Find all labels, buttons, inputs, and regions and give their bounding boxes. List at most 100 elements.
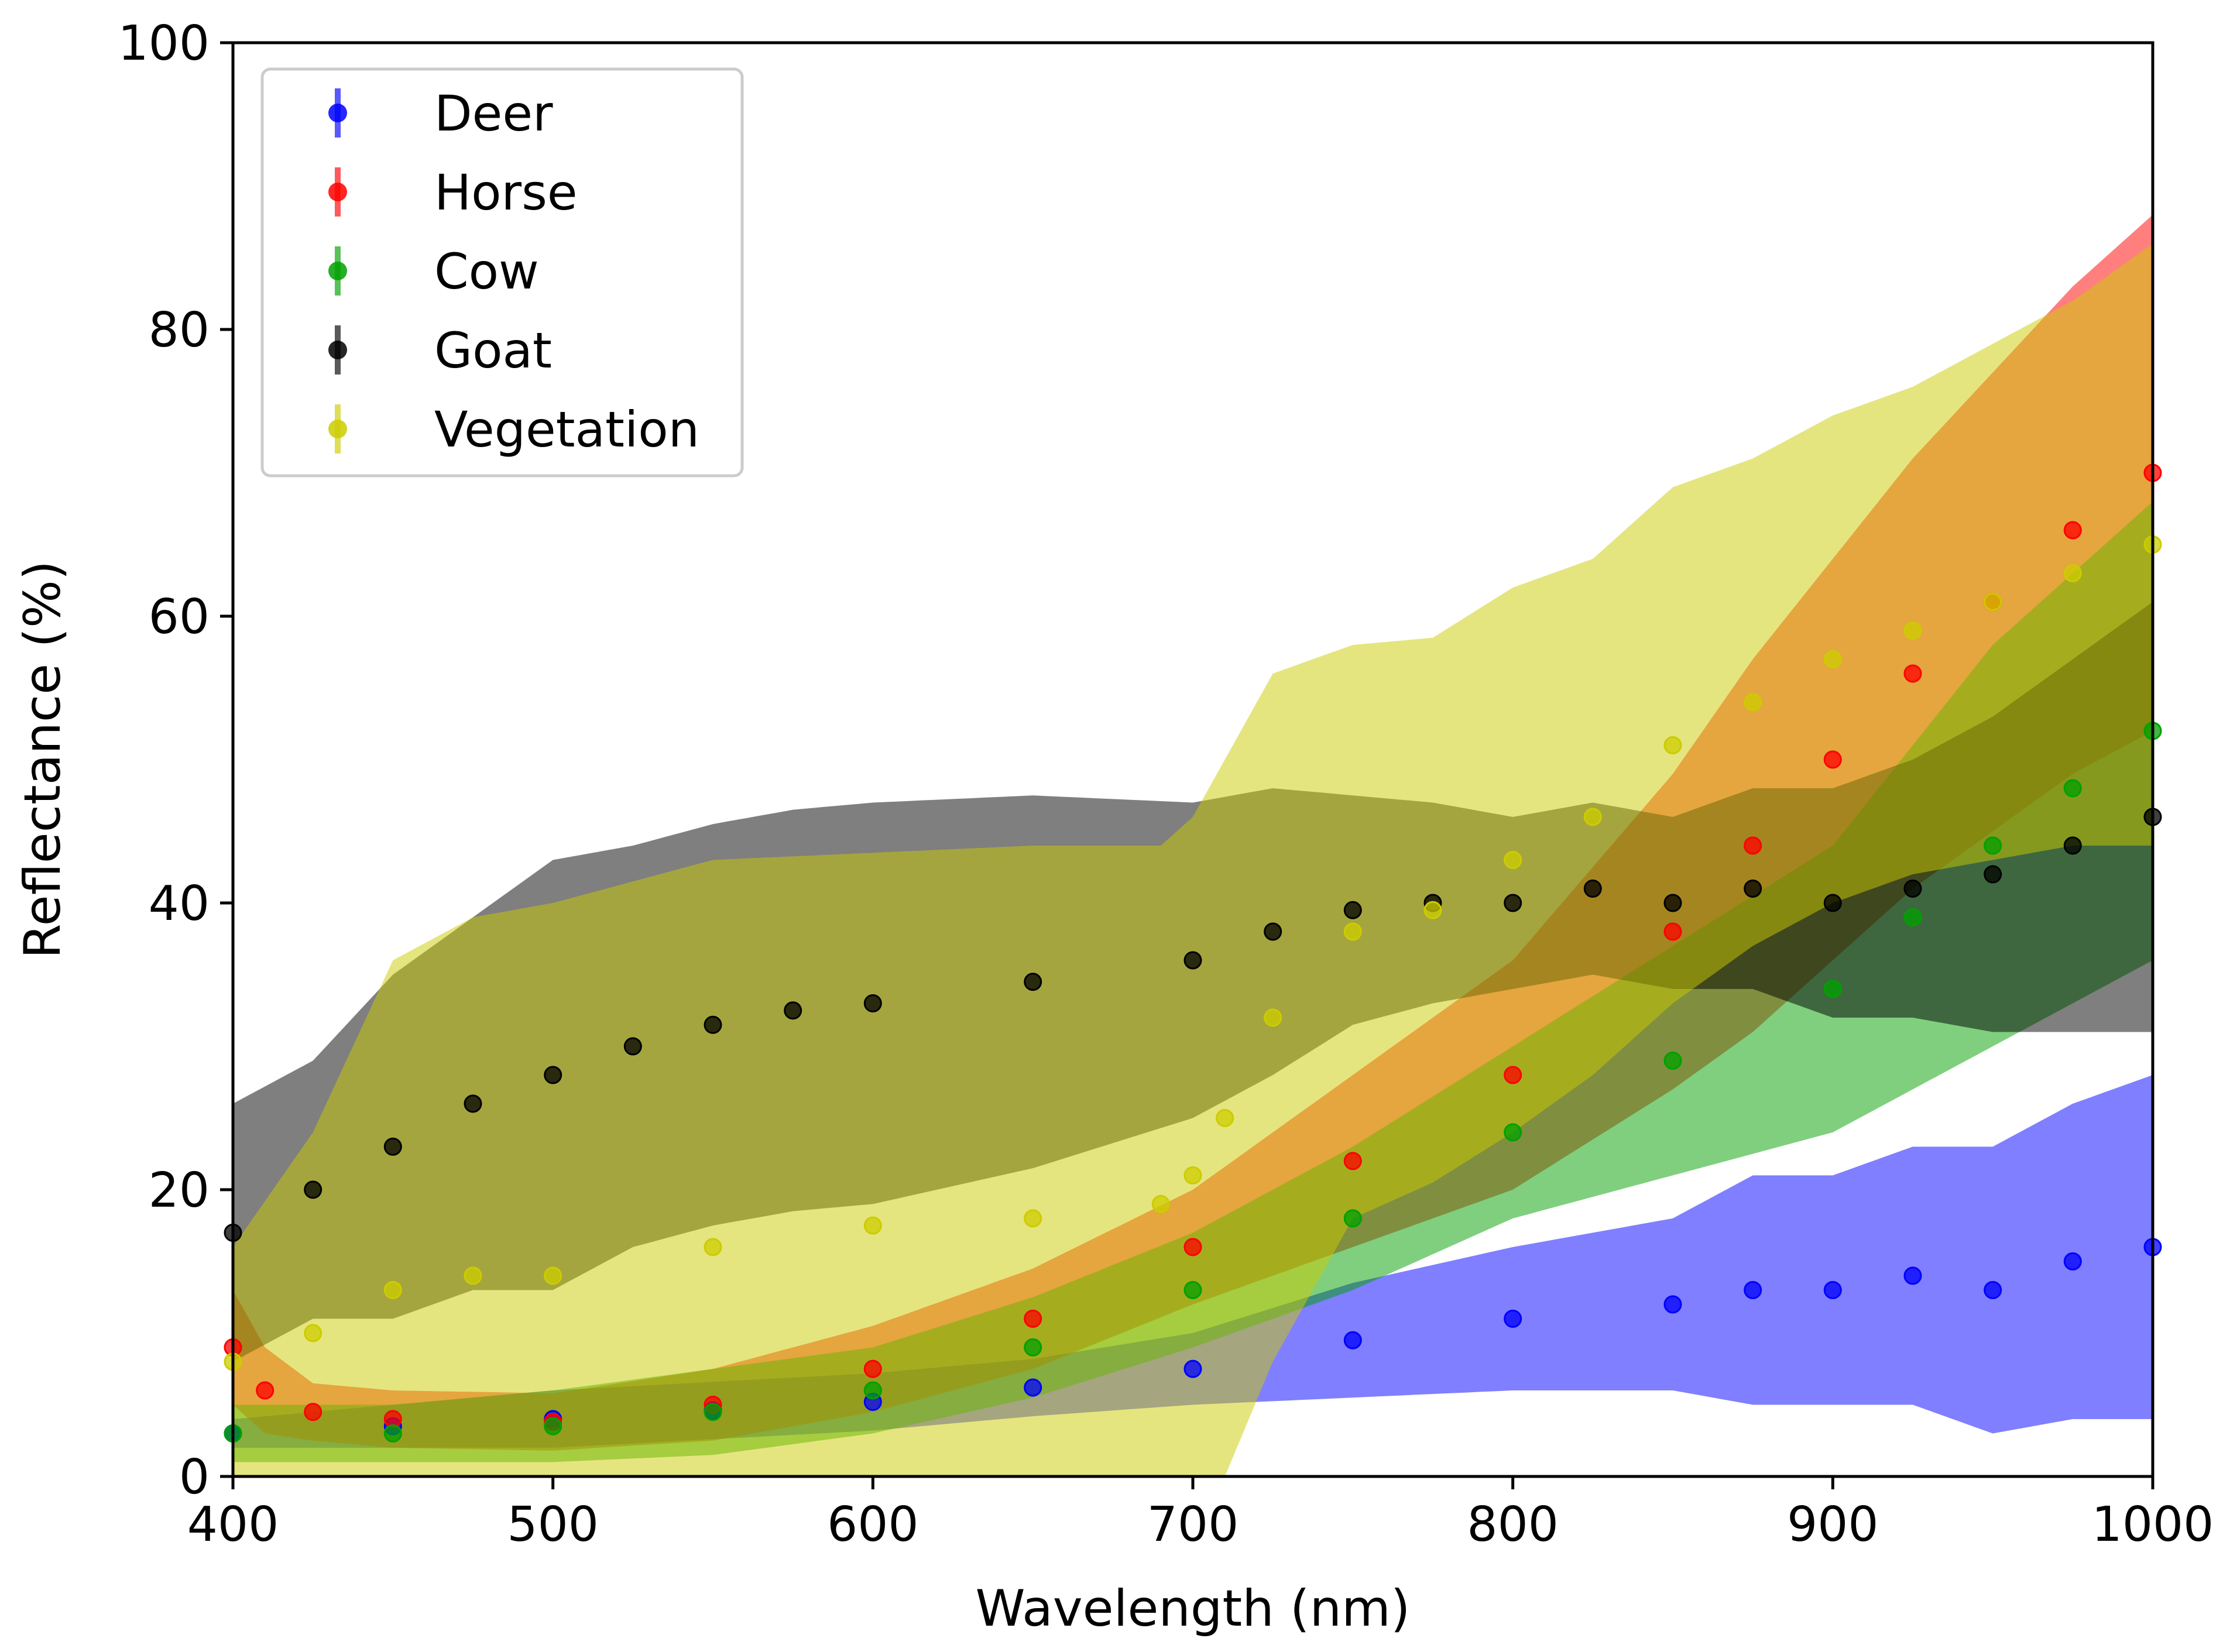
point-vegetation (544, 1266, 562, 1285)
point-horse (2063, 521, 2082, 540)
point-goat (623, 1037, 642, 1056)
legend: Deer Horse Cow Goat Vegetation (260, 67, 744, 478)
point-goat (704, 1015, 722, 1034)
point-cow (2063, 779, 2082, 798)
point-horse (1823, 750, 1842, 769)
y-tick-label: 20 (149, 1163, 210, 1218)
point-goat (1024, 973, 1042, 991)
point-vegetation (304, 1324, 323, 1342)
point-vegetation (1504, 851, 1522, 869)
error-band-deer (233, 1075, 2153, 1448)
point-vegetation (1423, 901, 1442, 919)
point-goat (2063, 836, 2082, 855)
legend-label-horse: Horse (434, 164, 578, 221)
point-vegetation (1903, 621, 1922, 640)
legend-marker-horse (328, 183, 347, 201)
point-goat (1903, 880, 1922, 898)
x-tick-label: 500 (507, 1497, 599, 1553)
point-goat (544, 1066, 562, 1084)
error-bands (233, 215, 2153, 1476)
legend-marker-vegetation (328, 420, 347, 438)
error-band-vegetation (233, 243, 2153, 1476)
point-cow (704, 1403, 722, 1421)
point-deer (1343, 1331, 1362, 1349)
point-vegetation (2063, 564, 2082, 582)
point-vegetation (1823, 650, 1842, 668)
legend-box (260, 67, 744, 478)
point-vegetation (1744, 693, 1762, 712)
point-goat (1343, 901, 1362, 919)
y-axis-label: Reflectance (%) (13, 561, 72, 959)
data-points (224, 463, 2162, 1443)
point-cow (863, 1381, 882, 1400)
legend-label-goat: Goat (434, 322, 552, 379)
point-goat (1663, 894, 1682, 912)
x-tick-label: 800 (1467, 1497, 1559, 1553)
point-vegetation (1663, 736, 1682, 754)
point-deer (1984, 1281, 2002, 1299)
y-axis: 0 20 40 60 80 100 (118, 16, 233, 1505)
point-goat (304, 1180, 323, 1199)
point-vegetation (1984, 593, 2002, 611)
point-goat (1823, 894, 1842, 912)
x-tick-label: 700 (1147, 1497, 1239, 1553)
point-goat (1583, 880, 1602, 898)
point-deer (1823, 1281, 1842, 1299)
x-tick-label: 600 (827, 1497, 919, 1553)
point-horse (863, 1359, 882, 1378)
point-horse (1903, 664, 1922, 683)
point-goat (1183, 951, 1202, 970)
legend-marker-deer (328, 104, 347, 122)
point-vegetation (704, 1238, 722, 1256)
x-axis: 400 500 600 700 800 900 1000 (187, 1476, 2214, 1553)
point-goat (863, 994, 882, 1012)
legend-marker-cow (328, 262, 347, 280)
point-cow (544, 1417, 562, 1435)
x-tick-label: 900 (1787, 1497, 1879, 1553)
point-horse (1343, 1152, 1362, 1170)
legend-marker-goat (328, 341, 347, 359)
point-goat (464, 1094, 482, 1113)
point-goat (1744, 880, 1762, 898)
x-tick-label: 1000 (2092, 1497, 2214, 1553)
point-horse (1504, 1066, 1522, 1084)
point-deer (1024, 1378, 1042, 1397)
point-horse (1744, 836, 1762, 855)
point-cow (1183, 1281, 1202, 1299)
x-axis-label: Wavelength (nm) (976, 1579, 1411, 1638)
point-deer (1903, 1266, 1922, 1285)
point-cow (1024, 1338, 1042, 1356)
point-horse (1024, 1310, 1042, 1328)
point-vegetation (1216, 1109, 1234, 1127)
point-cow (1343, 1209, 1362, 1228)
point-goat (1504, 894, 1522, 912)
point-deer (1504, 1310, 1522, 1328)
point-deer (1663, 1295, 1682, 1314)
point-deer (1744, 1281, 1762, 1299)
point-deer (1183, 1359, 1202, 1378)
point-horse (1183, 1238, 1202, 1256)
point-vegetation (1183, 1166, 1202, 1184)
point-vegetation (383, 1281, 402, 1299)
point-deer (2063, 1252, 2082, 1270)
point-vegetation (1264, 1008, 1282, 1027)
point-vegetation (464, 1266, 482, 1285)
point-horse (256, 1381, 275, 1400)
point-vegetation (1583, 808, 1602, 826)
x-tick-label: 400 (187, 1497, 279, 1553)
point-horse (1663, 922, 1682, 941)
point-cow (383, 1424, 402, 1443)
legend-label-cow: Cow (434, 243, 539, 300)
y-tick-label: 0 (179, 1450, 210, 1505)
point-cow (1823, 980, 1842, 998)
point-goat (1984, 865, 2002, 884)
point-cow (1504, 1123, 1522, 1142)
point-vegetation (1343, 922, 1362, 941)
legend-label-vegetation: Vegetation (434, 401, 699, 458)
point-cow (1903, 908, 1922, 926)
point-vegetation (1151, 1195, 1170, 1213)
point-cow (1984, 836, 2002, 855)
y-tick-label: 80 (149, 303, 210, 358)
point-horse (304, 1403, 323, 1421)
